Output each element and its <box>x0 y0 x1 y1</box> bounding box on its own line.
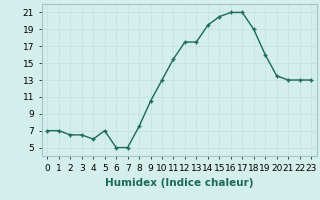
X-axis label: Humidex (Indice chaleur): Humidex (Indice chaleur) <box>105 178 253 188</box>
